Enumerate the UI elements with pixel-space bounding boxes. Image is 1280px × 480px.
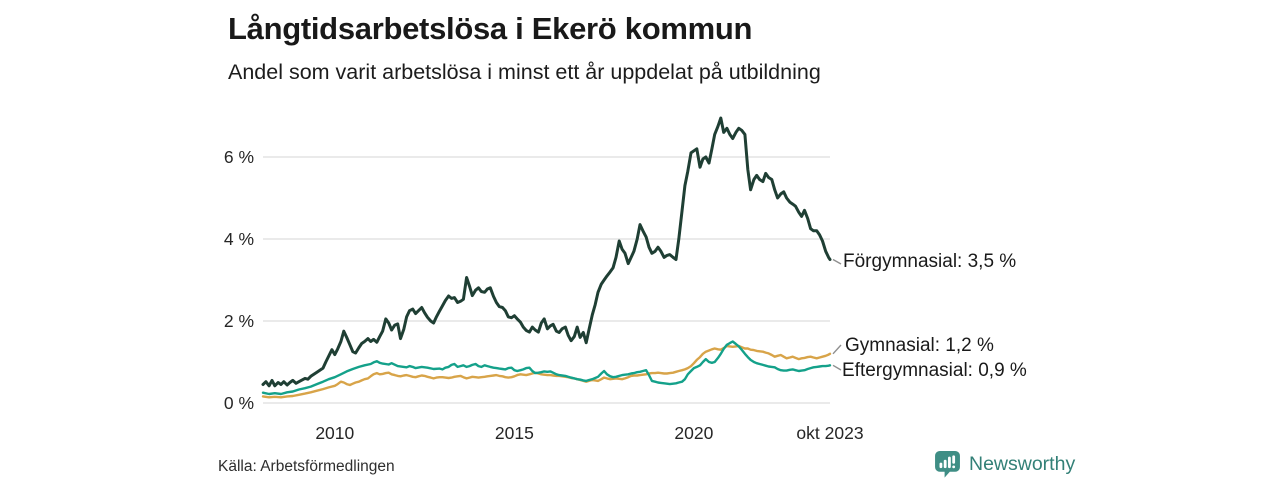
y-tick-label: 4 %	[224, 229, 254, 249]
source-note: Källa: Arbetsförmedlingen	[218, 458, 395, 475]
legend-label-gymnasial: Gymnasial: 1,2 %	[845, 335, 994, 356]
page-title: Långtidsarbetslösa i Ekerö kommun	[228, 11, 753, 46]
x-tick-label: 2020	[674, 423, 713, 443]
series-line-eftergymnasial	[261, 340, 832, 396]
legend-label-forgymnasial: Förgymnasial: 3,5 %	[843, 251, 1017, 272]
series-line-forgymnasial	[261, 116, 832, 388]
legend-connector	[832, 364, 842, 371]
y-tick-label: 0 %	[224, 393, 254, 413]
page-subtitle: Andel som varit arbetslösa i minst ett å…	[228, 60, 821, 84]
legend-connector	[832, 258, 842, 265]
x-tick-label: 2015	[495, 423, 534, 443]
x-tick-label: 2010	[315, 423, 354, 443]
newsworthy-logo-text: Newsworthy	[969, 452, 1076, 475]
y-tick-label: 2 %	[224, 311, 254, 331]
y-tick-label: 6 %	[224, 147, 254, 167]
x-tick-label: okt 2023	[796, 423, 863, 443]
legend-connector	[832, 344, 842, 355]
newsworthy-logo: Newsworthy	[934, 450, 1075, 478]
legend-label-eftergymnasial: Eftergymnasial: 0,9 %	[842, 360, 1027, 381]
bar-chart-bubble-icon	[935, 451, 960, 478]
